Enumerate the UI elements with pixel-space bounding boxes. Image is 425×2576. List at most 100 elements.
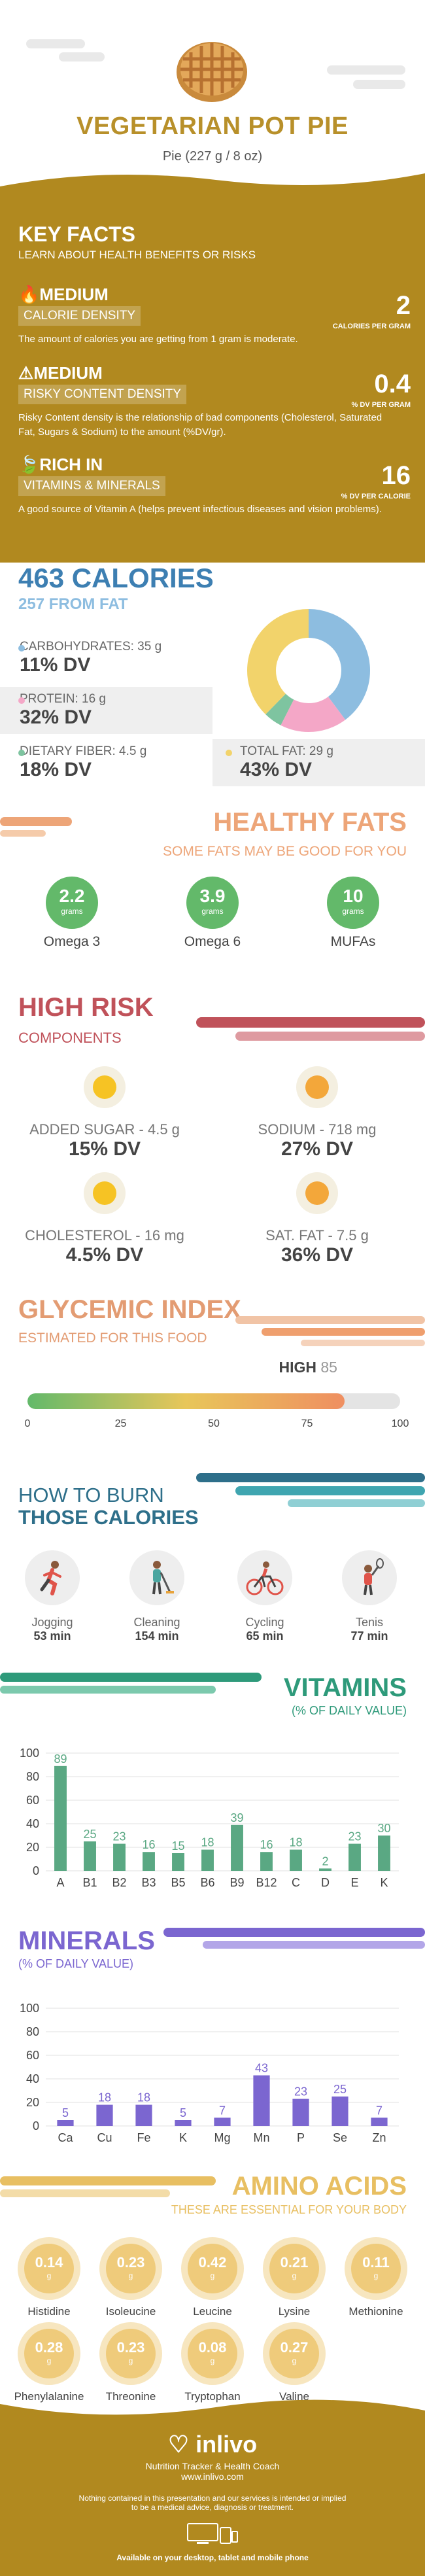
amino-item: 0.21 g Lysine	[252, 2244, 337, 2318]
nutrient-label: TOTAL FAT: 29 g	[240, 744, 333, 758]
vitamins-subtitle: (% OF DAILY VALUE)	[291, 1704, 407, 1717]
y-tick-label: 100	[20, 1747, 39, 1760]
tennis-icon	[342, 1550, 397, 1605]
minerals-bar-chart: 0 20 40 60 80 100 5 Ca 18 Cu 18 Fe 5 K 7 Mg 43 Mn 23 P 25 Se 7…	[20, 2002, 399, 2144]
amino-name: Methionine	[348, 2305, 403, 2318]
cloud-decoration	[353, 80, 405, 89]
burn-title: HOW TO BURN	[18, 1484, 164, 1506]
footer-disclaimer: Nothing contained in this presentation a…	[78, 2494, 347, 2503]
x-tick-label: B6	[200, 1876, 214, 1889]
bar	[319, 1868, 332, 1871]
bar	[172, 1853, 184, 1871]
risk-dv: 15% DV	[68, 1138, 141, 1160]
pie-icon	[171, 33, 252, 105]
bar	[332, 2097, 348, 2126]
donut-slice-fat	[247, 609, 370, 732]
x-tick-label: K	[179, 2131, 187, 2144]
bar	[214, 2117, 231, 2126]
leaf-icon: 🍃	[18, 455, 40, 474]
risk-sodium: SODIUM - 718 mg 27% DV	[219, 1066, 415, 1160]
fact-vitamins-minerals: 🍃RICH IN VITAMINS & MINERALS 16 % DV PER…	[18, 455, 411, 517]
calories-from-fat: 257 FROM FAT	[18, 595, 128, 613]
amino-subtitle: THESE ARE ESSENTIAL FOR YOUR BODY	[171, 2203, 407, 2216]
legend-dot	[18, 750, 25, 756]
nutrient-dv: 11% DV	[20, 654, 91, 676]
activity-cleaning: Cleaning 154 min	[118, 1550, 196, 1643]
y-tick-label: 20	[26, 1841, 39, 1854]
legend-dot	[226, 750, 232, 756]
cloud-decoration	[59, 52, 105, 61]
brand: ♡ inlivo	[167, 2431, 258, 2458]
nutrient-protein: PROTEIN: 16 g 32% DV	[0, 687, 212, 734]
y-tick-label: 40	[26, 2072, 39, 2085]
y-tick-label: 80	[26, 2025, 39, 2038]
header: VEGETARIAN POT PIE Pie (227 g / 8 oz)	[0, 0, 425, 170]
nutrient-dv: 32% DV	[20, 706, 92, 728]
amino-name: Leucine	[193, 2305, 232, 2318]
high-risk-title: HIGH RISK	[18, 993, 154, 1022]
x-tick-label: B9	[230, 1876, 244, 1889]
bar	[260, 1852, 273, 1871]
y-tick-label: 80	[26, 1770, 39, 1783]
nutrient-label: DIETARY FIBER: 4.5 g	[20, 744, 147, 758]
bar-value-label: 5	[180, 2106, 186, 2119]
glycemic-tick-label: 25	[114, 1418, 127, 1429]
bar	[175, 2120, 192, 2126]
minerals-title: MINERALS	[18, 1926, 155, 1955]
fat-name: Omega 6	[184, 934, 241, 949]
bar	[135, 2104, 152, 2126]
risk-cholesterol: CHOLESTEROL - 16 mg 4.5% DV	[7, 1172, 203, 1266]
activity-minutes: 53 min	[33, 1629, 71, 1643]
bar	[143, 1852, 155, 1871]
amino-item: 0.11 g Methionine	[333, 2244, 418, 2318]
fact-name: VITAMINS & MINERALS	[18, 476, 165, 496]
bar-value-label: 7	[219, 2104, 226, 2117]
x-tick-label: B2	[112, 1876, 126, 1889]
bar	[57, 2120, 74, 2126]
x-tick-label: Se	[333, 2131, 347, 2144]
risk-dv: 36% DV	[280, 1244, 354, 1266]
bar-value-label: 39	[230, 1811, 243, 1824]
fact-level: MEDIUM	[33, 363, 103, 383]
activity-minutes: 77 min	[350, 1629, 388, 1643]
stripe-decoration	[0, 1671, 262, 1704]
x-tick-label: B12	[256, 1876, 277, 1889]
wave-divider	[0, 2391, 425, 2424]
bar	[84, 1841, 96, 1871]
fact-name: RISKY CONTENT DENSITY	[18, 385, 187, 404]
amino-name: Lysine	[278, 2305, 311, 2318]
cloud-decoration	[26, 39, 85, 48]
x-tick-label: D	[321, 1876, 330, 1889]
activity-minutes: 154 min	[135, 1629, 179, 1643]
burn-subtitle: THOSE CALORIES	[18, 1506, 199, 1529]
fat-badge: 2.2 grams	[46, 877, 98, 929]
bar-value-label: 89	[54, 1752, 67, 1766]
nutrient-label: PROTEIN: 16 g	[20, 692, 106, 706]
amino-name: Valine	[279, 2390, 309, 2403]
healthy-fats-title: HEALTHY FATS	[213, 808, 407, 837]
activity-name: Cleaning	[133, 1616, 180, 1629]
amino-item: 0.08 g Tryptophan	[170, 2329, 255, 2403]
fact-desc: The amount of calories you are getting f…	[18, 334, 298, 345]
footer-url[interactable]: www.inlivo.com	[181, 2471, 244, 2482]
y-tick-label: 40	[26, 1817, 39, 1830]
fact-value: 0.4	[374, 370, 411, 398]
y-tick-label: 20	[26, 2096, 39, 2109]
stripe-decoration	[163, 1926, 425, 1959]
x-tick-label: P	[297, 2131, 305, 2144]
amino-item: 0.28 g Phenylalanine	[7, 2329, 92, 2403]
footer: ♡ inlivo Nutrition Tracker & Health Coac…	[0, 2420, 425, 2576]
fact-value: 16	[381, 461, 411, 490]
stripe-decoration	[235, 1315, 425, 1348]
warning-icon: ⚠	[18, 363, 34, 383]
risk-sat-fat: SAT. FAT - 7.5 g 36% DV	[219, 1172, 415, 1266]
bar-value-label: 5	[62, 2106, 69, 2119]
vitamins-title: VITAMINS	[283, 1673, 407, 1702]
nutrient-total-fat: TOTAL FAT: 29 g 43% DV	[212, 739, 425, 786]
smiley-icon	[296, 1066, 338, 1108]
fat-badge: 10 grams	[327, 877, 379, 929]
bar-value-label: 25	[333, 2083, 347, 2096]
glycemic-subtitle: ESTIMATED FOR THIS FOOD	[18, 1331, 207, 1346]
nutrient-label: CARBOHYDRATES: 35 g	[20, 640, 162, 653]
bar-value-label: 16	[142, 1838, 155, 1851]
